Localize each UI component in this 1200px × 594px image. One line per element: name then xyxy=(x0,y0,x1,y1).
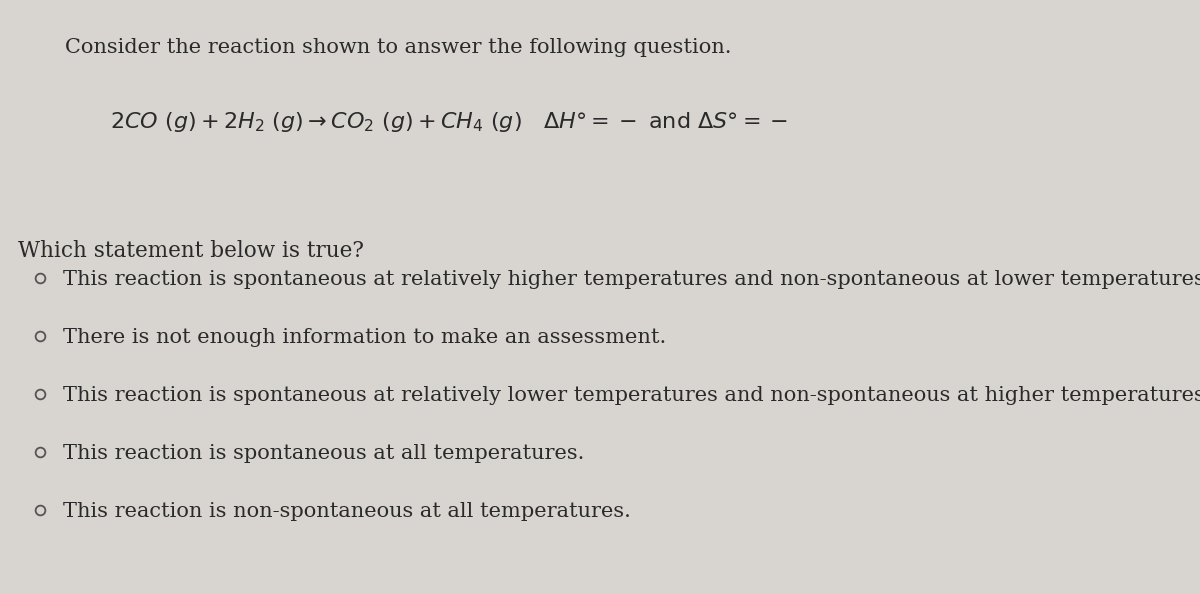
Text: There is not enough information to make an assessment.: There is not enough information to make … xyxy=(64,328,666,347)
Text: Which statement below is true?: Which statement below is true? xyxy=(18,240,364,262)
Text: This reaction is non-spontaneous at all temperatures.: This reaction is non-spontaneous at all … xyxy=(64,502,631,521)
Text: This reaction is spontaneous at all temperatures.: This reaction is spontaneous at all temp… xyxy=(64,444,584,463)
Text: Consider the reaction shown to answer the following question.: Consider the reaction shown to answer th… xyxy=(65,38,732,57)
Text: This reaction is spontaneous at relatively higher temperatures and non-spontaneo: This reaction is spontaneous at relative… xyxy=(64,270,1200,289)
Text: $\mathit{2CO\ (g) + 2H_2\ (g) \rightarrow CO_2\ (g) + CH_4\ (g)}$$\quad \Delta H: $\mathit{2CO\ (g) + 2H_2\ (g) \rightarro… xyxy=(110,110,787,134)
Text: This reaction is spontaneous at relatively lower temperatures and non-spontaneou: This reaction is spontaneous at relative… xyxy=(64,386,1200,405)
